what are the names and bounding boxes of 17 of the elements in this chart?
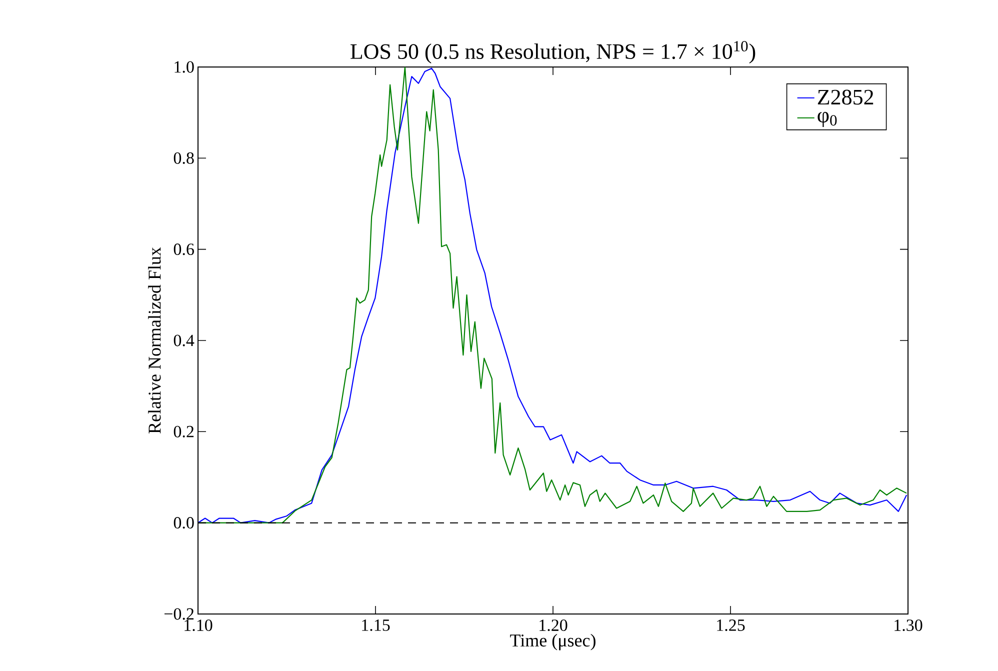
y-tick-label: 1.0 [174,61,194,73]
x-axis-title: Time (μsec) [510,634,596,650]
y-tick-label: −0.2 [164,608,194,620]
y-axis-title: Relative Normalized Flux [148,247,161,434]
y-tick-label: 0.6 [174,244,194,256]
y-tick-label: 0.2 [174,426,194,438]
y-tick-label: 0.0 [174,517,194,529]
y-tick-label: 0.4 [174,334,194,346]
legend-label: φ$_{0}$ [818,112,837,127]
x-tick-label: 1.25 [717,620,745,632]
x-tick-label: 1.30 [894,620,922,632]
y-tick-label: 0.8 [174,152,194,164]
chart-title: LOS 50 (0.5 ns Resolution, NPS = 1.7 × 10$^{10}$) [350,41,756,64]
x-tick-label: 1.20 [540,620,568,632]
legend-label: Z2852 [818,90,874,105]
x-tick-label: 1.10 [184,620,212,632]
x-tick-label: 1.15 [362,620,390,631]
